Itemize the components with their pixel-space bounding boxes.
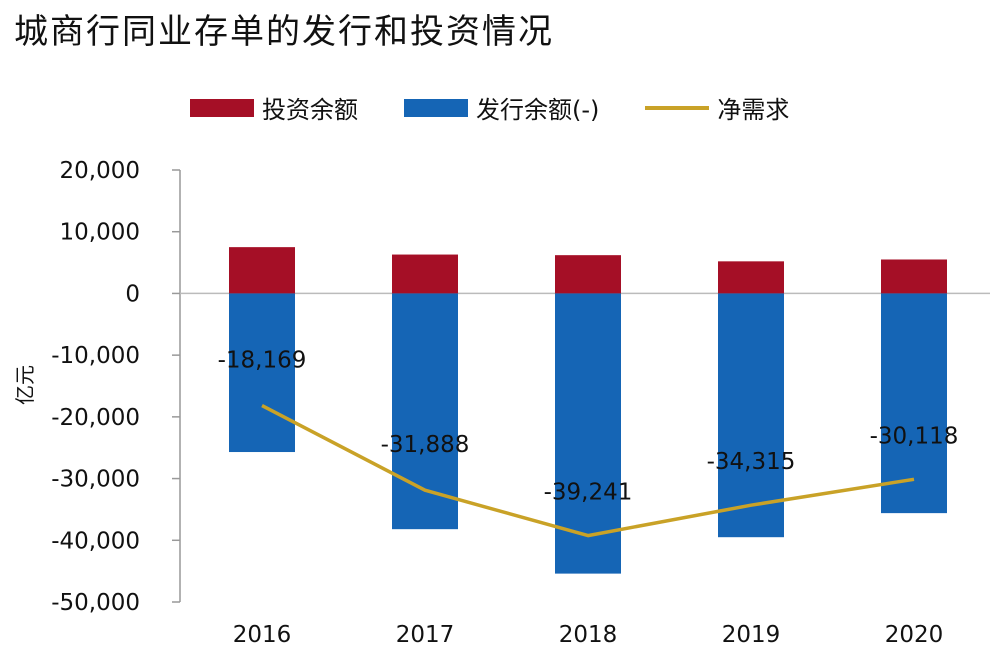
y-tick-label: 10,000 — [60, 220, 140, 246]
x-tick-label: 2019 — [722, 622, 781, 648]
y-tick-label: -20,000 — [51, 405, 140, 431]
x-tick-label: 2016 — [233, 622, 292, 648]
bar-investment — [392, 254, 458, 294]
x-tick-label: 2020 — [885, 622, 944, 648]
bar-issuance — [392, 293, 458, 530]
label-layer: -18,169 -31,888 -39,241 -34,315 -30,118 — [218, 348, 959, 506]
legend-swatch-issuance — [404, 98, 468, 117]
bar-investment — [718, 261, 784, 294]
legend-label-issuance: 发行余额(-) — [476, 96, 600, 124]
legend-item-net-demand: 净需求 — [645, 90, 789, 125]
bar-issuance — [718, 293, 784, 538]
net-demand-data-label: -39,241 — [544, 480, 633, 506]
bar-layer — [229, 247, 947, 574]
bar-investment — [555, 255, 621, 294]
net-demand-data-label: -34,315 — [707, 449, 796, 475]
legend: 投资余额 发行余额(-) 净需求 — [190, 90, 835, 125]
bar-investment — [229, 247, 295, 294]
y-tick-label: -30,000 — [51, 467, 140, 493]
axis-layer: 20,000 10,000 0 -10,000 -20,000 -30,000 -40,00… — [13, 158, 990, 648]
bar-issuance — [229, 293, 295, 453]
y-tick-label: 0 — [125, 281, 140, 307]
net-demand-data-label: -18,169 — [218, 348, 307, 374]
legend-label-investment: 投资余额 — [262, 96, 358, 124]
net-demand-data-label: -30,118 — [870, 423, 959, 449]
bar-investment — [881, 259, 947, 294]
bar-issuance — [881, 293, 947, 514]
legend-swatch-net-demand — [645, 105, 710, 110]
y-tick-label: -10,000 — [51, 343, 140, 369]
net-demand-data-label: -31,888 — [381, 432, 470, 458]
legend-item-issuance: 发行余额(-) — [404, 90, 599, 125]
chart-title: 城商行同业存单的发行和投资情况 — [14, 12, 554, 52]
y-axis-title: 亿元 — [13, 365, 37, 405]
y-tick-label: -50,000 — [51, 590, 140, 616]
bar-issuance — [555, 293, 621, 574]
line-layer — [261, 404, 915, 538]
legend-item-investment: 投资余额 — [190, 90, 358, 125]
x-tick-label: 2018 — [559, 622, 618, 648]
y-tick-label: -40,000 — [51, 528, 140, 554]
x-tick-label: 2017 — [396, 622, 455, 648]
legend-swatch-investment — [190, 98, 254, 117]
legend-label-net-demand: 净需求 — [717, 96, 790, 124]
y-tick-label: 20,000 — [60, 158, 140, 184]
